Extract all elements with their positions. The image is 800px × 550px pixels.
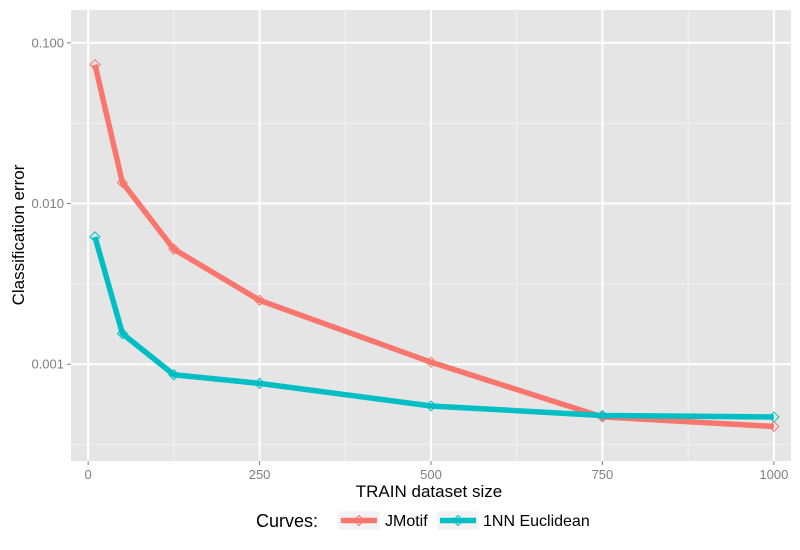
y-axis-ticks: 0.001 0.010 0.100 xyxy=(31,35,71,372)
x-tick-label: 750 xyxy=(592,467,614,482)
legend-key-marker xyxy=(452,514,464,527)
x-tick-label: 500 xyxy=(420,467,442,482)
data-point-1nn-euclidean xyxy=(596,409,609,422)
y-tick-label: 0.010 xyxy=(31,196,64,211)
x-axis-ticks: 0 250 500 750 1000 xyxy=(85,461,788,482)
data-point-1nn-euclidean xyxy=(768,411,780,423)
legend-label: 1NN Euclidean xyxy=(483,513,590,530)
data-point-1nn-euclidean xyxy=(116,327,129,340)
grid-lines xyxy=(71,10,791,461)
legend-item-1nn-euclidean: 1NN Euclidean xyxy=(436,510,590,531)
data-point-1nn-euclidean xyxy=(425,400,437,412)
data-point-1nn-euclidean xyxy=(89,231,101,243)
legend-key-marker xyxy=(353,514,365,527)
data-point-jmotif xyxy=(116,176,129,189)
data-point-jmotif xyxy=(89,59,101,71)
y-axis-title: Classification error xyxy=(9,164,28,305)
x-tick-label: 250 xyxy=(249,467,271,482)
x-tick-label: 0 xyxy=(85,467,92,482)
legend-title: Curves: xyxy=(256,511,318,531)
legend-item-jmotif: JMotif xyxy=(337,510,428,531)
data-point-jmotif xyxy=(168,243,180,255)
data-series xyxy=(89,59,780,433)
x-tick-label: 1000 xyxy=(759,467,788,482)
y-tick-label: 0.001 xyxy=(31,357,64,372)
legend: Curves: JMotif 1NN Euclidean xyxy=(256,510,590,531)
data-point-jmotif xyxy=(253,294,266,306)
y-tick-label: 0.100 xyxy=(31,35,64,50)
legend-label: JMotif xyxy=(385,513,428,530)
data-point-jmotif xyxy=(425,356,437,368)
data-point-1nn-euclidean xyxy=(168,369,180,381)
data-point-jmotif xyxy=(768,420,780,433)
x-axis-title: TRAIN dataset size xyxy=(356,482,502,501)
series-line-1nn-euclidean xyxy=(92,236,774,420)
data-point-1nn-euclidean xyxy=(253,377,266,390)
